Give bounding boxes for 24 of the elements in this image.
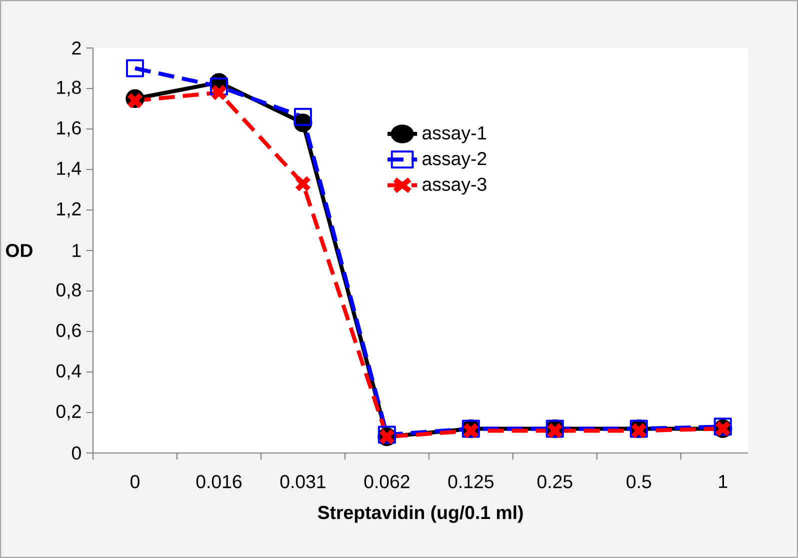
y-tick-label: 1,8 bbox=[57, 80, 81, 96]
y-tick-label: 2 bbox=[72, 41, 81, 55]
y-tick-label: 0,6 bbox=[56, 324, 81, 340]
x-tick-label: 0.062 bbox=[364, 475, 410, 488]
x-tick-label: 0.016 bbox=[196, 475, 242, 488]
y-tick-label: 0,2 bbox=[56, 404, 81, 420]
y-tick-label: 0,4 bbox=[56, 364, 82, 380]
x-tick-label: 0.125 bbox=[448, 475, 494, 488]
y-tick-label: 1,4 bbox=[57, 162, 82, 178]
legend-label: assay-3 bbox=[422, 178, 486, 195]
x-tick-label: 0.031 bbox=[280, 475, 326, 488]
x-tick-label: 0 bbox=[130, 475, 140, 488]
x-tick-label: 0.25 bbox=[537, 475, 572, 488]
y-tick-label: 0,8 bbox=[56, 283, 81, 299]
legend-label: assay-2 bbox=[422, 152, 486, 169]
y-tick-label: 1 bbox=[72, 244, 81, 257]
x-tick-label: 0.5 bbox=[626, 475, 652, 488]
x-tick-label: 1 bbox=[719, 475, 728, 488]
legend-label: assay-1 bbox=[422, 126, 486, 144]
y-tick-label: 1,6 bbox=[57, 121, 81, 137]
y-tick-label: 0 bbox=[72, 446, 81, 460]
x-axis-title: Streptavidin (ug/0.1 ml) bbox=[318, 505, 523, 523]
y-axis-title: OD bbox=[6, 244, 32, 258]
y-tick-label: 1,2 bbox=[57, 202, 81, 218]
